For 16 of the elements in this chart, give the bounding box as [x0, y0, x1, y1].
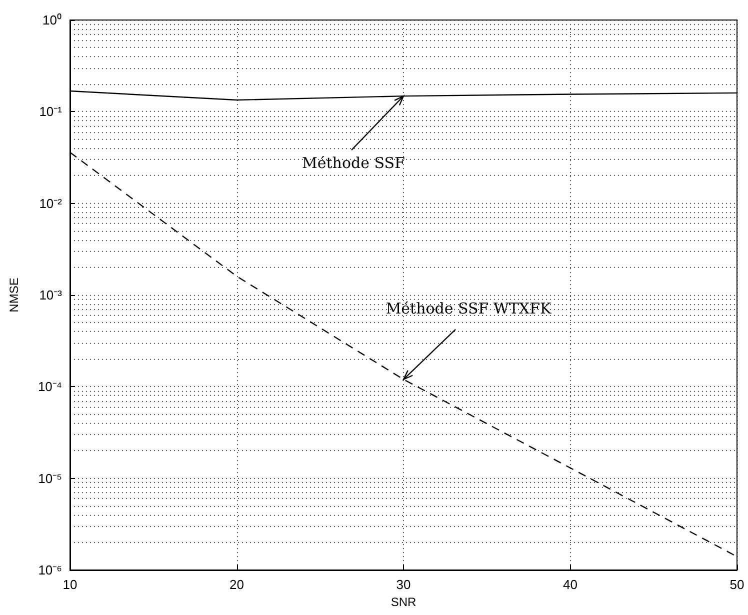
y-tick-label: 10⁻³ — [39, 288, 63, 302]
annotation: Méthode SSF WTXFK — [386, 299, 552, 318]
y-tick-label: 10⁻⁵ — [38, 470, 62, 486]
y-axis-title: NMSE — [7, 278, 21, 312]
x-tick-label: 50 — [730, 577, 744, 592]
x-tick-label: 30 — [396, 577, 411, 592]
x-tick-label: 20 — [230, 577, 244, 592]
x-tick-label: 40 — [563, 577, 578, 592]
y-tick-label: 10⁻⁶ — [38, 562, 62, 578]
x-tick-label: 10 — [62, 577, 78, 592]
y-tick-label: 10⁻⁴ — [38, 379, 62, 394]
y-tick-label: 10⁻¹ — [39, 104, 63, 120]
y-tick-label: 10⁻² — [39, 196, 63, 211]
x-axis-title: SNR — [390, 594, 416, 609]
annotation: Méthode SSF — [302, 154, 405, 172]
y-tick-label: 10⁰ — [42, 12, 62, 28]
